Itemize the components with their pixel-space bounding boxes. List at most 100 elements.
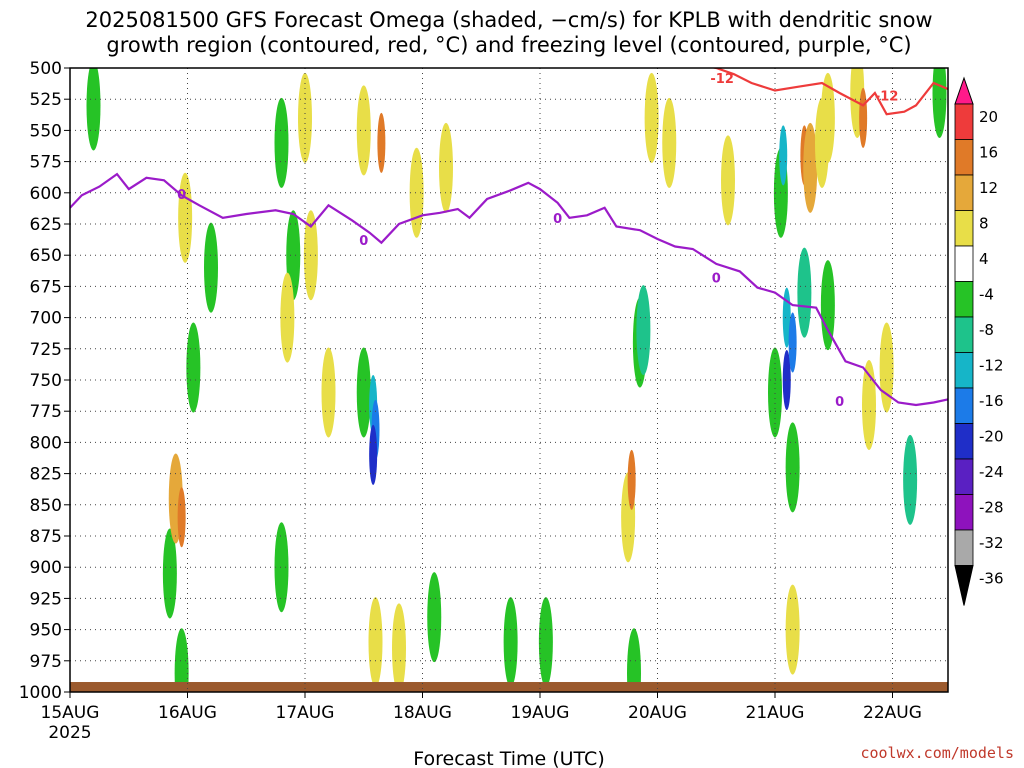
plot-content: 0 0 0 0 0 -12 -12 [70,68,964,693]
x-year-label: 2025 [48,723,91,743]
x-tick-label: 15AUG [41,703,100,723]
omega-cell [768,347,782,438]
y-tick-label: 725 [30,340,62,360]
omega-cell [174,628,189,692]
colorbar-swatch [954,103,974,140]
x-tick-label: 22AUG [863,703,922,723]
omega-cell [797,247,812,338]
omega-cell [439,122,453,213]
omega-cell [950,603,964,693]
freezing-level-contour-label: 0 [835,395,844,410]
y-tick-label: 850 [30,496,62,516]
colorbar-label: -28 [979,499,1004,517]
dendritic-growth-contour [710,68,948,116]
freezing-level-contour-label: 0 [553,212,562,227]
omega-cell [785,422,800,513]
omega-cell [280,272,295,363]
colorbar-label: -36 [979,570,1004,588]
ground-surface [70,682,948,692]
omega-cell [274,97,289,188]
watermark: coolwx.com/models [860,744,1014,762]
y-tick-label: 975 [30,652,62,672]
omega-cell [859,87,868,148]
colorbar-swatch [954,458,974,495]
y-tick-label: 700 [30,309,62,329]
y-tick-label: 1000 [19,683,62,703]
freezing-level-contour [70,172,948,407]
omega-cell [503,597,518,688]
omega-cell [356,85,371,176]
colorbar-swatch [954,494,974,531]
chart-title-line1: 2025081500 GFS Forecast Omega (shaded, −… [85,8,932,32]
omega-cell [204,222,218,313]
y-tick-label: 875 [30,527,62,547]
y-tick-label: 525 [30,90,62,110]
y-tick-label: 950 [30,621,62,641]
colorbar-label: 4 [979,250,989,268]
y-tick-label: 800 [30,433,62,453]
omega-cell [779,125,788,186]
dendritic-growth-contour-label: -12 [875,89,899,104]
y-tick-label: 900 [30,558,62,578]
grid [70,68,948,692]
omega-cell [186,322,201,413]
colorbar-label: -8 [979,321,994,339]
omega-cell [274,522,289,613]
omega-cell [785,584,800,675]
colorbar-label: -16 [979,392,1004,410]
colorbar-swatch [954,387,974,424]
omega-cell [377,112,386,173]
x-tick-label: 20AUG [628,703,687,723]
y-tick-label: 500 [30,59,62,79]
omega-cell [298,72,312,163]
omega-cell [178,172,193,263]
freezing-level-contour-label: 0 [359,234,368,249]
colorbar-label: -24 [979,463,1004,481]
colorbar-label: -12 [979,357,1004,375]
omega-cell [862,359,876,450]
omega-cell [177,487,186,548]
x-tick-label: 21AUG [746,703,805,723]
colorbar-swatch [954,245,974,282]
y-tick-label: 575 [30,153,62,173]
colorbar-swatch [954,352,974,389]
colorbar-swatch [954,139,974,176]
y-axis: 500 525 550 575 600 625 650 675 700 725 750 775 800 8… [19,59,70,703]
omega-cell [782,350,791,410]
x-axis-title: Forecast Time (UTC) [413,748,604,768]
omega-cell [879,322,894,413]
x-tick-label: 18AUG [393,703,452,723]
omega-cell [86,68,101,151]
omega-cell [368,597,383,688]
plot-area: 0 0 0 0 0 -12 -12 [70,68,964,693]
omega-cell [803,122,818,213]
colorbar-label: 20 [979,108,998,126]
x-tick-label: 17AUG [276,703,335,723]
omega-cell [820,260,835,351]
y-tick-label: 625 [30,215,62,235]
colorbar-swatch [954,281,974,318]
y-tick-label: 775 [30,402,62,422]
colorbar-bottom-arrow [954,565,974,606]
omega-cell [409,147,424,238]
colorbar-swatch [954,423,974,460]
omega-cell [932,68,947,138]
omega-cell [321,347,336,438]
omega-cell [903,434,918,525]
omega-cell [356,347,371,438]
freezing-level-contour-label: 0 [177,188,186,203]
colorbar-swatch [954,210,974,247]
dendritic-growth-contour-label: -12 [710,72,734,87]
omega-cell [627,628,641,692]
colorbar-label: -32 [979,534,1004,552]
y-tick-label: 550 [30,121,62,141]
omega-cell [627,449,636,510]
omega-cell [644,72,659,163]
omega-cell [788,312,797,373]
omega-cell [538,597,553,688]
y-tick-label: 750 [30,371,62,391]
omega-cell [636,285,651,376]
omega-cell [662,97,677,188]
omega-cell [369,424,378,485]
